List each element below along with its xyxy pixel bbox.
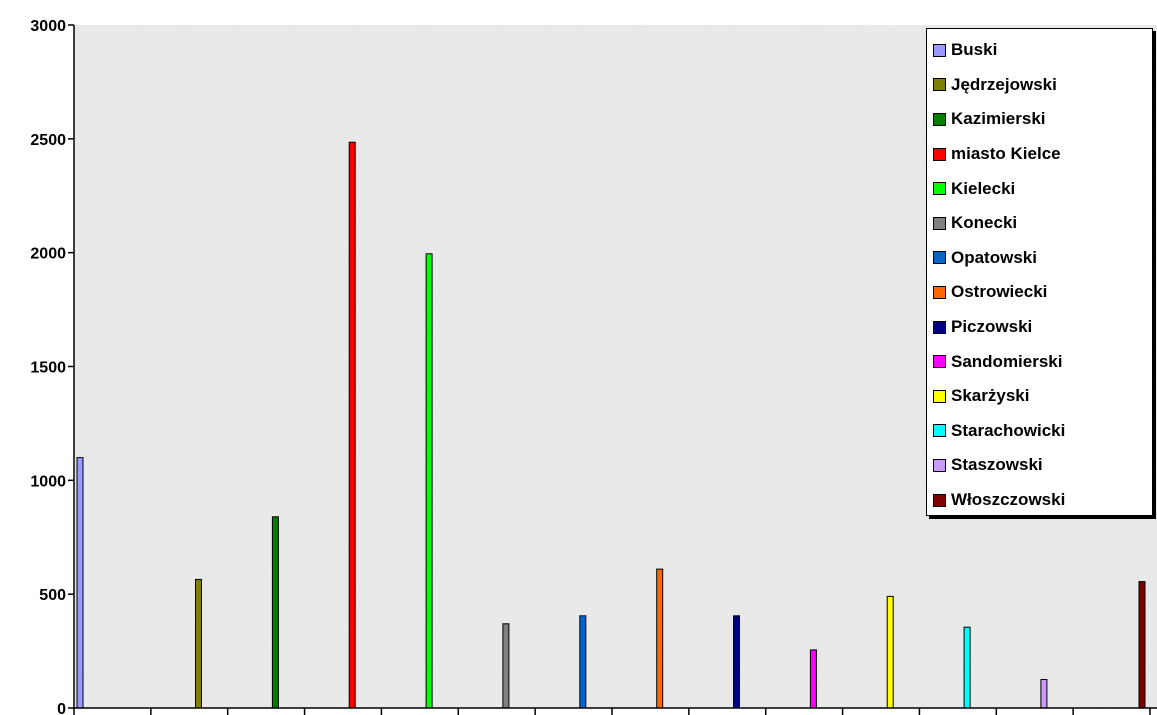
y-tick-label: 0 bbox=[57, 701, 66, 715]
legend-label: Skarżyski bbox=[951, 386, 1030, 406]
legend-swatch bbox=[933, 355, 946, 369]
legend-swatch bbox=[933, 43, 946, 57]
legend-swatch bbox=[933, 389, 946, 403]
bar-kazimierski bbox=[271, 516, 279, 709]
legend-swatch bbox=[933, 78, 946, 92]
y-tick-label: 2500 bbox=[30, 132, 66, 149]
legend-item: Kazimierski bbox=[933, 102, 1152, 137]
legend-item: Konecki bbox=[933, 206, 1152, 241]
legend-swatch bbox=[933, 251, 946, 265]
legend-item: Buski bbox=[933, 33, 1152, 68]
legend-item: Staszowski bbox=[933, 448, 1152, 483]
legend-label: Opatowski bbox=[951, 247, 1037, 267]
bar-piczowski bbox=[733, 615, 740, 709]
bar-ostrowiecki bbox=[656, 568, 664, 709]
bar-kielecki bbox=[425, 253, 433, 709]
legend-swatch bbox=[933, 424, 946, 438]
legend-item: Starachowicki bbox=[933, 414, 1152, 449]
y-tick-label: 1500 bbox=[30, 360, 66, 377]
bar-buski bbox=[76, 457, 84, 709]
legend-label: Konecki bbox=[951, 213, 1018, 233]
y-tick-label: 1000 bbox=[30, 473, 66, 490]
legend-item: Skarżyski bbox=[933, 379, 1152, 414]
legend-item: Jędrzejowski bbox=[933, 68, 1152, 103]
bar-opatowski bbox=[579, 615, 587, 709]
bar-starachowicki bbox=[963, 626, 971, 709]
legend-swatch bbox=[933, 320, 946, 334]
bar-włoszczowski bbox=[1138, 581, 1146, 709]
legend-item: Piczowski bbox=[933, 310, 1152, 345]
bar-konecki bbox=[502, 623, 510, 709]
legend-swatch bbox=[933, 216, 946, 230]
bar-sandomierski bbox=[809, 649, 817, 709]
bar-skarżyski bbox=[886, 595, 894, 709]
bar-jędrzejowski bbox=[195, 578, 202, 709]
y-tick-label: 2000 bbox=[30, 246, 66, 263]
legend-item: Ostrowiecki bbox=[933, 275, 1152, 310]
legend-item: Kielecki bbox=[933, 171, 1152, 206]
legend-label: Buski bbox=[951, 40, 998, 60]
legend-swatch bbox=[933, 182, 946, 196]
legend-swatch bbox=[933, 493, 946, 507]
legend-label: Starachowicki bbox=[951, 420, 1066, 440]
legend-label: Piczowski bbox=[951, 317, 1033, 337]
legend-label: Włoszczowski bbox=[951, 490, 1066, 510]
y-tick-label: 500 bbox=[39, 587, 66, 604]
y-tick-label: 3000 bbox=[30, 18, 66, 35]
legend-item: Włoszczowski bbox=[933, 483, 1152, 518]
legend-swatch bbox=[933, 147, 946, 161]
legend-label: Kazimierski bbox=[951, 109, 1046, 129]
legend-label: miasto Kielce bbox=[951, 144, 1061, 164]
legend-label: Ostrowiecki bbox=[951, 282, 1048, 302]
legend-swatch bbox=[933, 112, 946, 126]
legend: Buski Jędrzejowski Kazimierski miasto Kielc… bbox=[926, 28, 1153, 516]
legend-item: Opatowski bbox=[933, 241, 1152, 276]
bar-staszowski bbox=[1040, 679, 1048, 709]
legend-label: Staszowski bbox=[951, 455, 1043, 475]
bar-miasto-kielce bbox=[348, 141, 356, 709]
legend-swatch bbox=[933, 458, 946, 472]
legend-item: Sandomierski bbox=[933, 344, 1152, 379]
legend-label: Jędrzejowski bbox=[951, 74, 1057, 94]
legend-item: miasto Kielce bbox=[933, 137, 1152, 172]
legend-label: Sandomierski bbox=[951, 351, 1063, 371]
legend-label: Kielecki bbox=[951, 178, 1016, 198]
legend-swatch bbox=[933, 285, 946, 299]
